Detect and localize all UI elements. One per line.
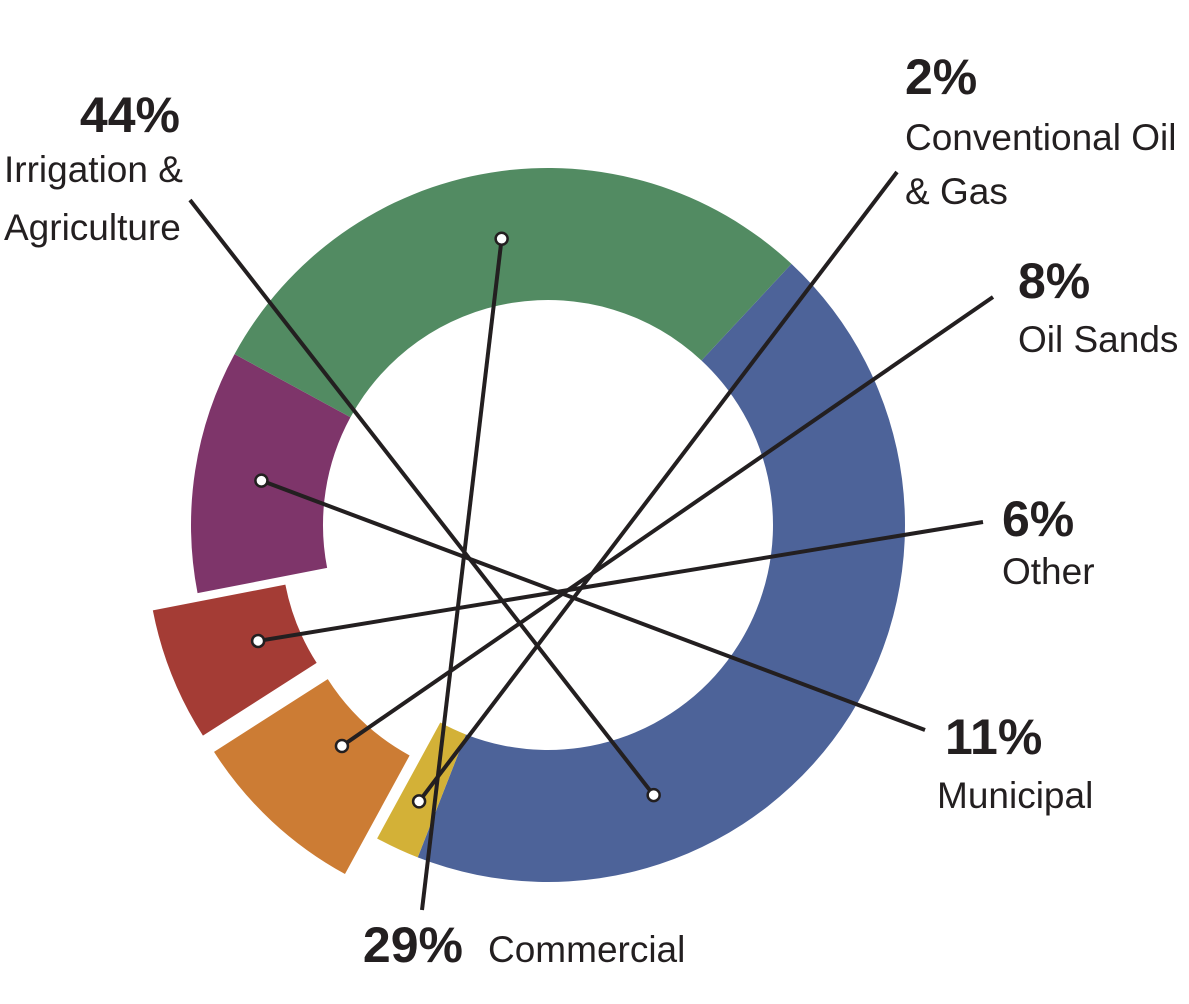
leader-line: [188, 198, 656, 797]
leader-line: [257, 520, 984, 643]
leader-dot: [646, 787, 661, 803]
slice-category-label: Irrigation &: [4, 149, 183, 190]
leader-dot: [411, 794, 427, 809]
slice-category-label: Conventional Oil: [905, 117, 1176, 158]
leader-dot: [250, 633, 266, 649]
leader-dot: [334, 738, 350, 754]
slice-category-label: Commercial: [488, 929, 685, 970]
slice-value-label: 6%: [1002, 491, 1074, 547]
slice-value-label: 29%: [363, 917, 463, 973]
slice-value-label: 11%: [945, 709, 1042, 765]
slice-commercial: [234, 168, 792, 418]
leader-lines: [188, 170, 995, 911]
slice-category-label: Other: [1002, 551, 1095, 592]
leader-line: [420, 238, 504, 911]
slice-category-label: Municipal: [937, 775, 1093, 816]
slice-category-label: Agriculture: [4, 207, 181, 248]
slice-category-label: Oil Sands: [1018, 319, 1178, 360]
leader-dot: [494, 231, 509, 246]
leader-line: [417, 170, 899, 803]
donut-slices: [152, 168, 905, 882]
slice-value-label: 2%: [905, 49, 977, 105]
slice-value-label: 44%: [80, 87, 180, 143]
slice-oil-sands: [214, 679, 410, 874]
leader-dot: [254, 473, 269, 488]
slice-value-label: 8%: [1018, 253, 1090, 309]
slice-category-label: & Gas: [905, 171, 1008, 212]
slice-municipal: [191, 354, 351, 594]
slice-irrigation-agriculture: [417, 263, 905, 882]
slice-labels: 44% Irrigation & Agriculture 2% Conventional…: [4, 49, 1178, 973]
slice-other: [152, 584, 317, 736]
leader-line: [260, 478, 926, 732]
slice-conventional-oil-gas: [377, 722, 466, 858]
